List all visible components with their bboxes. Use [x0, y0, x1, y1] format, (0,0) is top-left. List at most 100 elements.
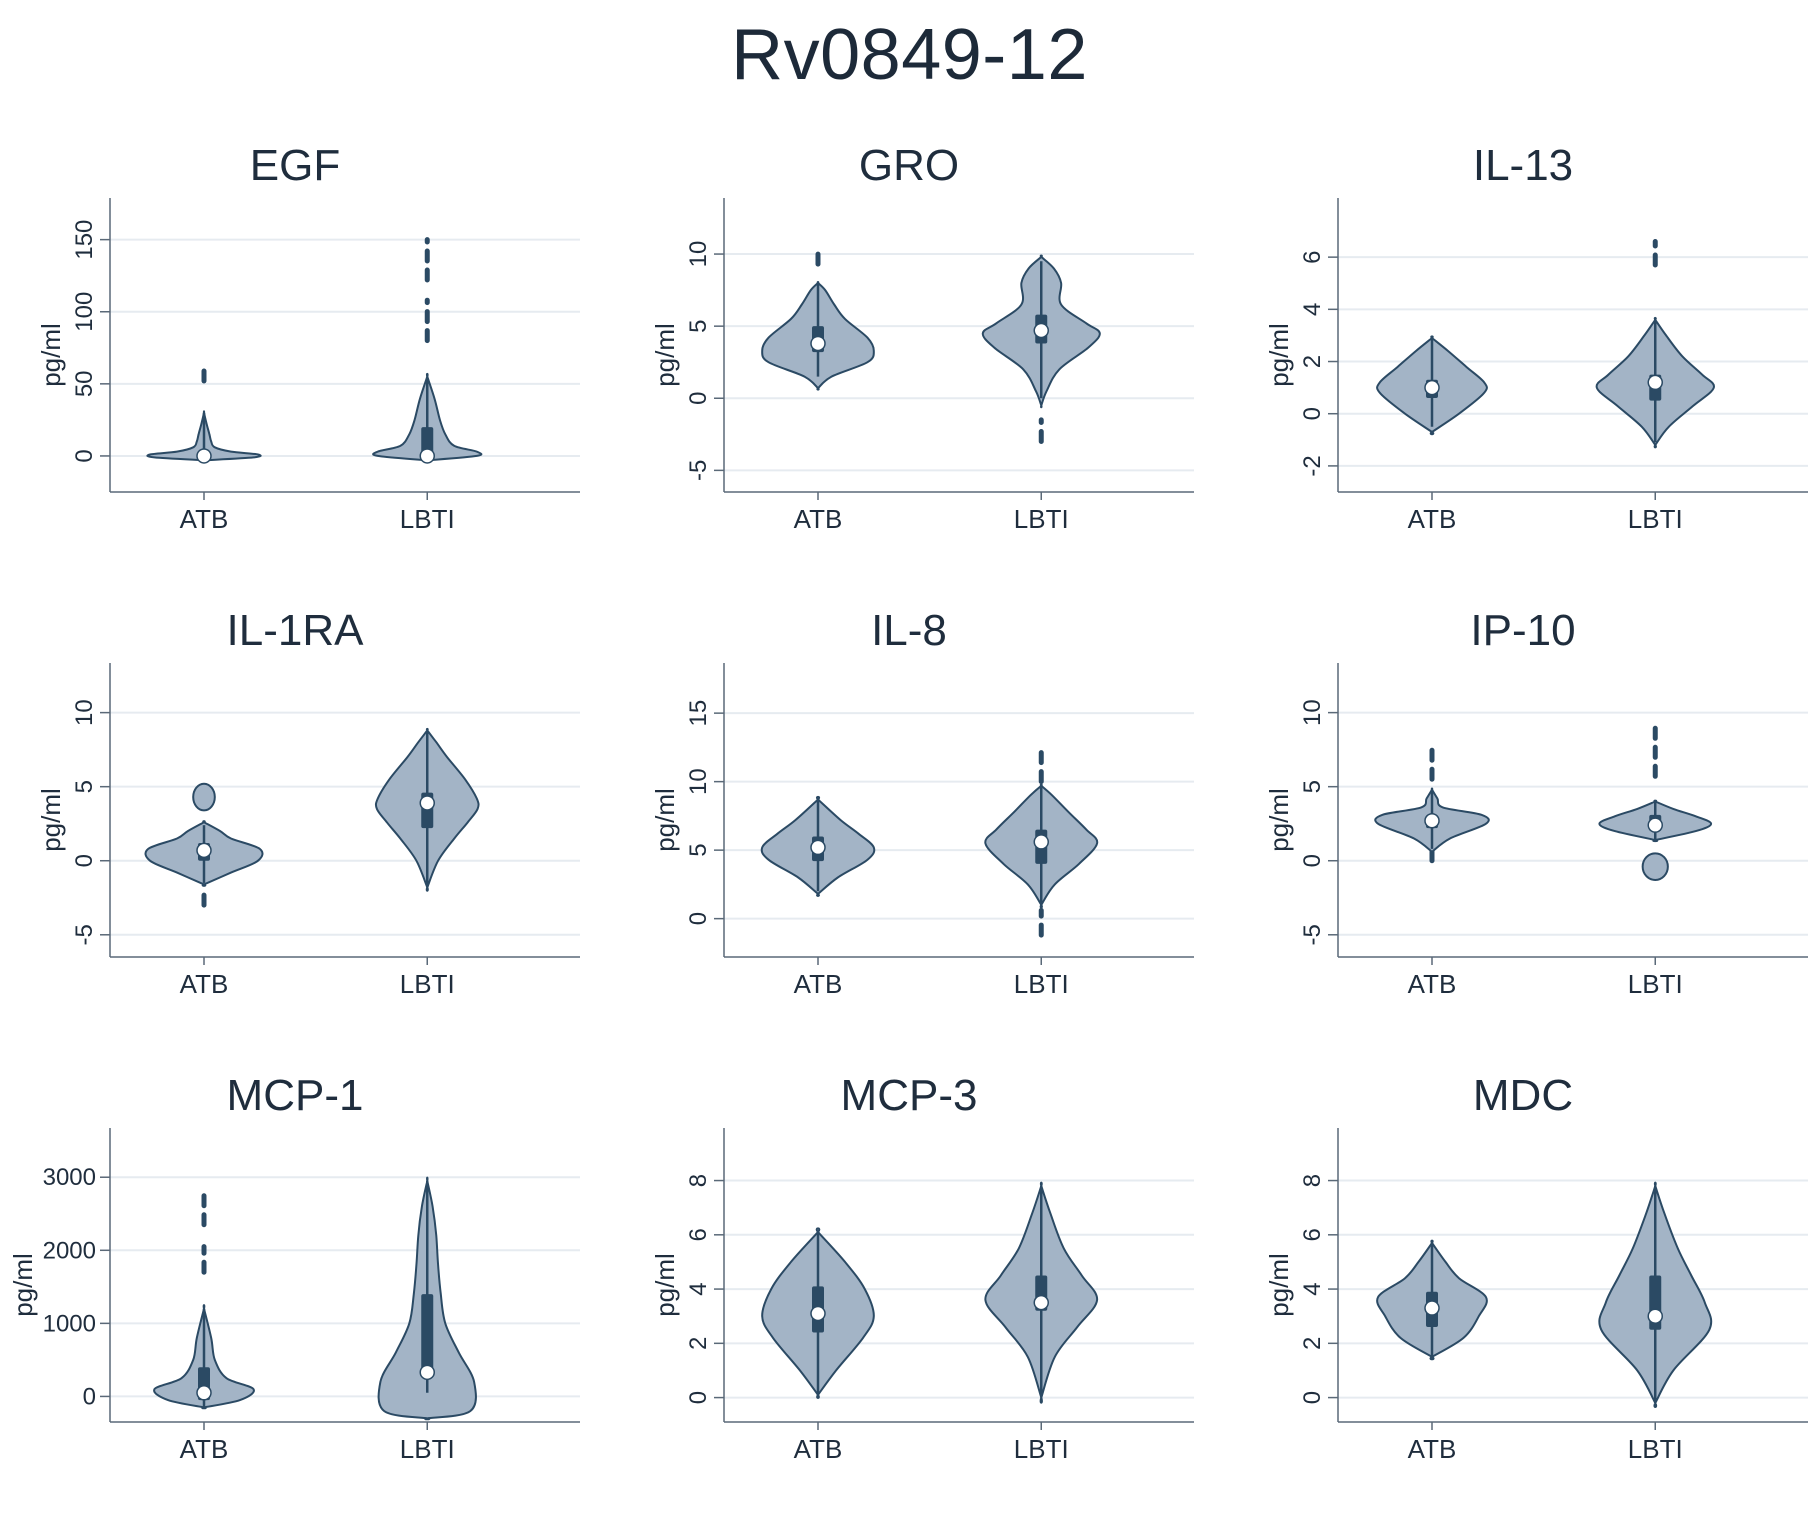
x-tick-label-atb: ATB — [180, 969, 229, 999]
x-tick-label-lbti: LBTI — [400, 1434, 455, 1464]
chart-panel-mcp-1: MCP-1 0 1000 2000 3000 pg/ml ATB LBTI — [10, 1070, 616, 1530]
x-tick-label-atb: ATB — [1408, 969, 1457, 999]
y-tick-label: 8 — [685, 1174, 712, 1187]
median-marker — [1033, 1294, 1049, 1311]
violin-atb — [146, 366, 262, 464]
y-tick-label: 5 — [71, 780, 98, 793]
y-axis-label: pg/ml — [1264, 323, 1294, 387]
panel-title: MCP-1 — [227, 1071, 364, 1120]
figure-title: Rv0849-12 — [731, 15, 1088, 95]
chart-svg-mcp-1: MCP-1 0 1000 2000 3000 pg/ml ATB LBTI — [10, 1071, 580, 1464]
panel-title: MDC — [1473, 1071, 1573, 1120]
y-tick-label: 3000 — [43, 1164, 96, 1191]
y-axis-label: pg/ml — [10, 1253, 38, 1317]
median-marker — [1647, 817, 1663, 833]
y-tick-label: 1000 — [43, 1310, 96, 1337]
y-tick-label: 6 — [685, 1228, 712, 1241]
y-tick-label: 0 — [685, 392, 712, 405]
median-marker — [1647, 374, 1663, 391]
y-axis-label: pg/ml — [1264, 1253, 1294, 1317]
median-marker — [419, 448, 435, 464]
y-tick-label: 15 — [685, 700, 712, 727]
x-tick-label-atb: ATB — [180, 504, 229, 534]
y-tick-label: 50 — [71, 370, 98, 397]
x-tick-label-lbti: LBTI — [400, 969, 455, 999]
x-tick-label-lbti: LBTI — [1628, 969, 1683, 999]
y-tick-label: 2 — [1299, 355, 1326, 368]
panel-title: GRO — [859, 141, 959, 190]
violin-lbti — [981, 254, 1101, 445]
x-tick-label-lbti: LBTI — [1628, 1434, 1683, 1464]
chart-panel-gro: GRO -5 0 5 10 pg/ml ATB LBTI — [624, 140, 1230, 600]
violin-lbti — [984, 1181, 1099, 1404]
panel-title: IL-8 — [871, 606, 947, 655]
x-tick-label-atb: ATB — [180, 1434, 229, 1464]
violin-lobe — [192, 782, 216, 812]
y-tick-label: 0 — [685, 1391, 712, 1404]
y-tick-label: 0 — [71, 449, 98, 462]
y-tick-label: 5 — [1299, 780, 1326, 793]
panel-title: IL-1RA — [227, 606, 365, 655]
median-marker — [1033, 834, 1049, 850]
y-tick-label: 10 — [1299, 699, 1326, 726]
y-tick-label: 6 — [1299, 250, 1326, 263]
x-tick-label-atb: ATB — [1408, 504, 1457, 534]
y-tick-label: -2 — [1299, 455, 1326, 476]
chart-panel-il-1ra: IL-1RA -5 0 5 10 pg/ml ATB LBTI — [10, 605, 616, 1065]
y-tick-label: 0 — [1299, 407, 1326, 420]
median-marker — [196, 1385, 212, 1401]
x-tick-label-lbti: LBTI — [1014, 1434, 1069, 1464]
violin-lobe — [1641, 852, 1669, 881]
iqr-box — [421, 1294, 434, 1379]
chart-panel-egf: EGF 0 50 100 150 pg/ml ATB LBTI — [10, 140, 616, 600]
y-tick-label: 10 — [71, 699, 98, 726]
violin-lbti — [372, 237, 483, 464]
violin-lbti — [1598, 724, 1713, 881]
chart-svg-mcp-3: MCP-3 0 2 4 6 8 pg/ml ATB LBTI — [650, 1071, 1194, 1464]
panel-title: IP-10 — [1470, 606, 1575, 655]
median-marker — [1647, 1308, 1663, 1324]
chart-panel-mcp-3: MCP-3 0 2 4 6 8 pg/ml ATB LBTI — [624, 1070, 1230, 1530]
violin-atb — [761, 242, 875, 391]
violin-lbti — [1598, 1181, 1713, 1409]
chart-svg-mdc: MDC 0 2 4 6 8 pg/ml ATB LBTI — [1264, 1071, 1808, 1464]
y-axis-label: pg/ml — [650, 323, 680, 387]
y-tick-label: 5 — [685, 319, 712, 332]
violin-lbti — [1595, 238, 1715, 449]
y-axis-label: pg/ml — [650, 1253, 680, 1317]
median-marker — [810, 335, 826, 352]
y-tick-label: 8 — [1299, 1174, 1326, 1187]
violin-atb — [760, 795, 876, 898]
median-marker — [1424, 379, 1440, 396]
median-marker — [196, 448, 212, 464]
chart-svg-il-8: IL-8 0 5 10 15 pg/ml ATB LBTI — [650, 606, 1194, 999]
y-tick-label: -5 — [1299, 924, 1326, 945]
median-marker — [810, 1305, 826, 1322]
y-tick-label: 0 — [685, 912, 712, 925]
y-tick-label: 4 — [685, 1282, 712, 1295]
median-marker — [1033, 322, 1049, 339]
x-tick-label-atb: ATB — [794, 969, 843, 999]
violin-lbti — [377, 1176, 477, 1421]
y-tick-label: 4 — [1299, 303, 1326, 316]
panel-title: EGF — [250, 141, 340, 190]
y-tick-label: 2 — [685, 1337, 712, 1350]
chart-svg-egf: EGF 0 50 100 150 pg/ml ATB LBTI — [36, 141, 580, 534]
violin-lbti — [984, 744, 1099, 938]
chart-panel-mdc: MDC 0 2 4 6 8 pg/ml ATB LBTI — [1238, 1070, 1819, 1530]
violin-atb — [1376, 1239, 1488, 1361]
chart-svg-gro: GRO -5 0 5 10 pg/ml ATB LBTI — [650, 141, 1194, 534]
y-tick-label: 10 — [685, 241, 712, 268]
violin-atb — [761, 1227, 875, 1399]
median-marker — [419, 795, 435, 811]
y-tick-label: -5 — [71, 924, 98, 945]
y-axis-label: pg/ml — [36, 788, 66, 852]
chart-svg-ip-10: IP-10 -5 0 5 10 pg/ml ATB LBTI — [1264, 606, 1808, 999]
panel-title: IL-13 — [1473, 141, 1573, 190]
y-axis-label: pg/ml — [36, 323, 66, 387]
y-tick-label: 0 — [1299, 1391, 1326, 1404]
chart-svg-il-13: IL-13 -2 0 2 4 6 pg/ml ATB LBTI — [1264, 141, 1808, 534]
x-tick-label-lbti: LBTI — [400, 504, 455, 534]
y-tick-label: 0 — [83, 1383, 96, 1410]
y-tick-label: 2000 — [43, 1237, 96, 1264]
